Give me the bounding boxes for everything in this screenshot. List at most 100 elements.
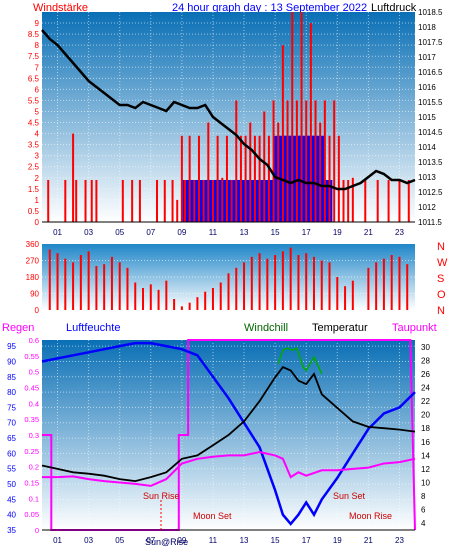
bottom-x-tick-label: 23: [395, 536, 404, 545]
pressure-tick-label: 1012.5: [418, 188, 443, 197]
pressure-tick-label: 1018.5: [418, 8, 443, 17]
compass-label: S: [437, 273, 444, 285]
direction-bar: [328, 262, 331, 310]
direction-tick-label: 360: [26, 240, 40, 249]
bottom-y-ticks: 35 40 45 50 55 60 65 70 75 80 85 90 95 0 0.05 0.1 0.15 0.…: [7, 336, 430, 535]
pressure-tick-label: 1012: [418, 203, 436, 212]
annotation-sun-rise: Sun Rise: [143, 491, 180, 501]
direction-bar: [103, 264, 106, 310]
pressure-tick-label: 1013.5: [418, 158, 443, 167]
top-x-tick-label: 15: [271, 228, 280, 237]
direction-tick-label: 90: [30, 290, 39, 299]
wind-bar: [239, 135, 242, 222]
top-x-tick-label: 19: [333, 228, 342, 237]
wind-tick-label: 8: [35, 41, 40, 50]
left-axis-title: Windstärke: [33, 2, 88, 14]
wind-bar: [176, 199, 179, 222]
direction-bar: [344, 286, 347, 310]
wind-bars: [47, 12, 410, 223]
humidity-tick-label: 70: [7, 419, 16, 428]
wind-bar: [180, 135, 183, 222]
direction-bar: [258, 253, 261, 310]
direction-bar: [64, 258, 67, 310]
direction-bar: [398, 256, 401, 310]
wind-bar: [337, 135, 340, 222]
top-x-tick-label: 13: [240, 228, 249, 237]
direction-bar: [188, 302, 191, 310]
direction-bar: [48, 249, 51, 310]
pressure-tick-label: 1017: [418, 53, 436, 62]
wind-bar: [319, 122, 322, 222]
right-axis-title: Luftdruck: [371, 2, 417, 14]
direction-bar: [72, 262, 75, 310]
direction-bar: [204, 291, 207, 310]
direction-bar: [211, 288, 214, 310]
wind-bar: [216, 135, 219, 222]
wind-bar: [230, 180, 233, 222]
legend-regen: Regen: [2, 322, 34, 334]
wind-bar: [90, 180, 93, 222]
pressure-tick-label: 1015.5: [418, 98, 443, 107]
rain-tick-label: 0: [35, 526, 39, 535]
wind-pressure-panel: 0 0.5 1 1.5 2 2.5 3 3.5 4 4.5 5 5.5 6 6.5 7 7.5 8 8.5 9 10…: [28, 8, 443, 237]
pressure-tick-label: 1018: [418, 23, 436, 32]
temperature-tick-label: 10: [421, 479, 430, 488]
temperature-tick-label: 6: [421, 506, 426, 515]
humidity-tick-label: 55: [7, 465, 16, 474]
wind-bar: [351, 177, 354, 222]
rain-tick-label: 0.35: [24, 415, 39, 424]
wind-tick-label: 8.5: [28, 30, 40, 39]
direction-bar: [118, 262, 121, 310]
wind-bar: [277, 122, 280, 222]
direction-bar: [382, 258, 385, 310]
rain-tick-label: 0.4: [29, 399, 39, 408]
temperature-tick-label: 28: [421, 356, 430, 365]
humidity-tick-label: 45: [7, 495, 16, 504]
wind-bar: [72, 133, 75, 222]
wind-tick-label: 3: [35, 152, 40, 161]
temperature-tick-label: 4: [421, 519, 426, 528]
humidity-tick-label: 35: [7, 526, 16, 535]
humidity-tick-label: 80: [7, 388, 16, 397]
humidity-tick-label: 60: [7, 449, 16, 458]
wind-bar: [342, 180, 345, 222]
wind-bar: [314, 100, 317, 222]
temperature-tick-label: 18: [421, 424, 430, 433]
bottom-x-tick-label: 15: [271, 536, 280, 545]
bottom-x-tick-label: 13: [240, 536, 249, 545]
annotation-moon-rise: Moon Rise: [349, 511, 392, 521]
wind-bar: [188, 135, 191, 222]
wind-bar: [328, 135, 331, 222]
wind-bar: [244, 135, 247, 222]
legend-luftfeuchte: Luftfeuchte: [66, 322, 120, 334]
direction-bar: [375, 262, 378, 310]
temperature-tick-label: 30: [421, 343, 430, 352]
wind-bar: [376, 180, 379, 222]
temperature-tick-label: 12: [421, 465, 430, 474]
wind-bar: [138, 180, 141, 222]
wind-bar: [121, 180, 124, 222]
wind-bar: [171, 180, 174, 222]
wind-bar: [75, 180, 78, 222]
wind-bar: [281, 45, 284, 222]
humidity-tick-label: 50: [7, 480, 16, 489]
wind-bar: [295, 100, 298, 222]
wind-bar: [364, 180, 367, 222]
pressure-tick-label: 1017.5: [418, 38, 443, 47]
wind-tick-label: 6.5: [28, 74, 40, 83]
direction-bar: [79, 255, 82, 310]
wind-tick-label: 7.5: [28, 52, 40, 61]
direction-bar: [142, 288, 145, 310]
direction-bar: [219, 282, 222, 310]
pressure-line: [41, 29, 416, 191]
wind-bar: [267, 135, 270, 222]
legend-windchill: Windchill: [244, 322, 288, 334]
wind-bar: [387, 180, 390, 222]
humidity-tick-label: 95: [7, 342, 16, 351]
top-right-ticks: 1011.5 1012 1012.5 1013 1013.5 1014 1014.5 1015…: [418, 8, 443, 227]
top-x-tick-label: 05: [115, 228, 124, 237]
direction-bar: [180, 306, 183, 310]
